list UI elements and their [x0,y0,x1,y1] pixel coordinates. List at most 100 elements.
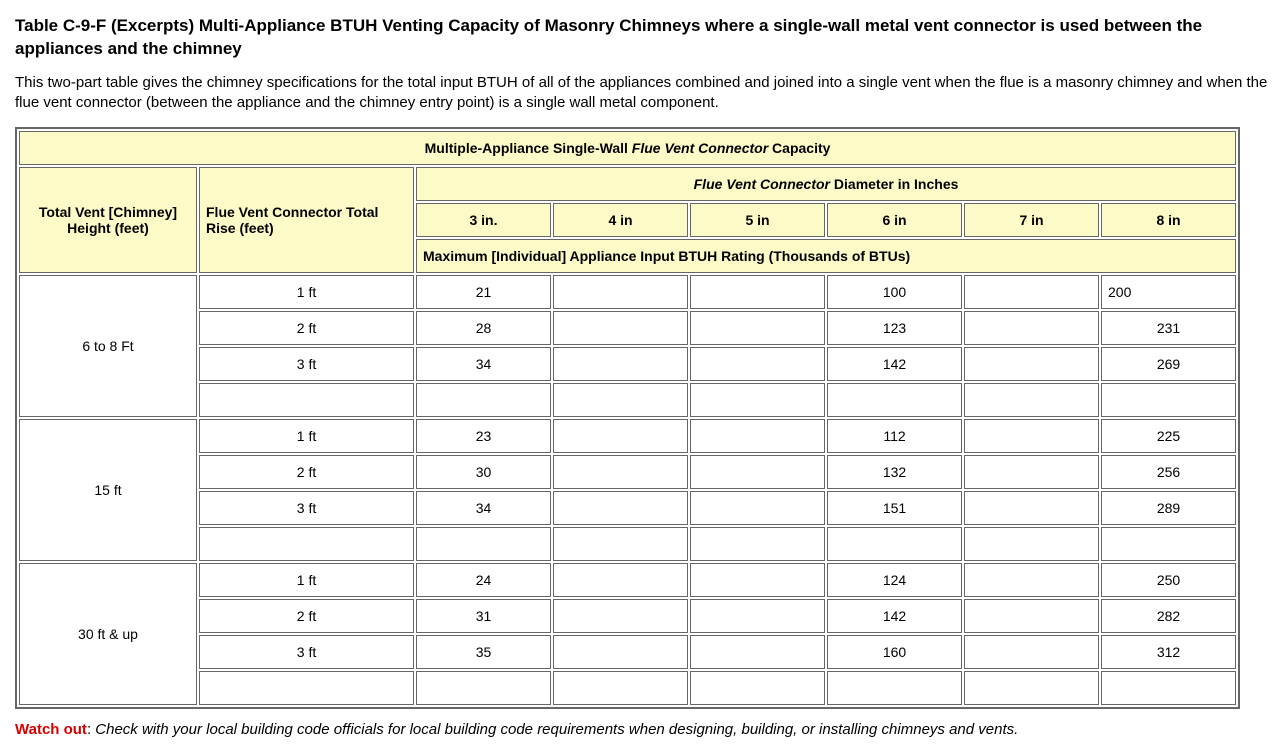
cell-value [1101,383,1236,417]
table-row: 2 ft30 132 256 [19,455,1236,489]
cell-value [553,491,688,525]
cell-value [964,455,1099,489]
cell-value [690,635,825,669]
cell-rise: 2 ft [199,455,414,489]
cell-rise: 3 ft [199,491,414,525]
cell-rise: 3 ft [199,635,414,669]
col-header-rise: Flue Vent Connector Total Rise (feet) [199,167,414,273]
cell-value: 35 [416,635,551,669]
cell-value: 100 [827,275,962,309]
cell-value: 124 [827,563,962,597]
cell-value: 269 [1101,347,1236,381]
cell-rise [199,671,414,705]
table-body: 6 to 8 Ft1 ft211002002 ft281232313 ft341… [19,275,1236,705]
cell-rise: 1 ft [199,275,414,309]
cell-value: 142 [827,599,962,633]
cell-value [964,383,1099,417]
table-title: Table C-9-F (Excerpts) Multi-Appliance B… [15,15,1271,61]
cell-height: 6 to 8 Ft [19,275,197,417]
col-header-4in: 4 in [553,203,688,237]
cell-value: 200 [1101,275,1236,309]
watch-out-note: Watch out: Check with your local buildin… [15,721,1271,738]
cell-value: 256 [1101,455,1236,489]
cell-height: 15 ft [19,419,197,561]
cell-value [416,383,551,417]
cell-value [964,527,1099,561]
cell-value [690,311,825,345]
cell-value [553,671,688,705]
cell-value: 289 [1101,491,1236,525]
cell-value: 132 [827,455,962,489]
cell-value [553,347,688,381]
cell-value [827,383,962,417]
cell-value: 34 [416,347,551,381]
cell-rise: 3 ft [199,347,414,381]
table-row [19,527,1236,561]
table-row [19,671,1236,705]
table-row: 30 ft & up1 ft24124250 [19,563,1236,597]
col-header-3in: 3 in. [416,203,551,237]
table-row: 15 ft1 ft23112225 [19,419,1236,453]
cell-rise [199,527,414,561]
table-caption: Multiple-Appliance Single-Wall Flue Vent… [19,131,1236,165]
cell-value: 28 [416,311,551,345]
watch-out-label: Watch out [15,721,87,738]
cell-value [690,419,825,453]
cell-value [964,563,1099,597]
cell-value [553,635,688,669]
cell-value [553,599,688,633]
cell-rise: 1 ft [199,563,414,597]
cell-value [553,455,688,489]
cell-rise: 1 ft [199,419,414,453]
cell-value: 312 [1101,635,1236,669]
cell-value [553,563,688,597]
table-row: 3 ft35 160 312 [19,635,1236,669]
cell-value [964,491,1099,525]
cell-value: 31 [416,599,551,633]
cell-value [690,491,825,525]
cell-value [553,383,688,417]
table-row: 2 ft31142282 [19,599,1236,633]
cell-value [690,383,825,417]
col-header-7in: 7 in [964,203,1099,237]
cell-value [964,419,1099,453]
cell-value: 250 [1101,563,1236,597]
col-header-5in: 5 in [690,203,825,237]
cell-value: 160 [827,635,962,669]
cell-value [553,311,688,345]
cell-value: 34 [416,491,551,525]
cell-value: 112 [827,419,962,453]
table-row: 3 ft34 142 269 [19,347,1236,381]
cell-value: 21 [416,275,551,309]
table-row: 3 ft34151289 [19,491,1236,525]
table-row: 2 ft28123231 [19,311,1236,345]
cell-value [827,527,962,561]
cell-rise: 2 ft [199,311,414,345]
table-row [19,383,1236,417]
venting-capacity-table: Multiple-Appliance Single-Wall Flue Vent… [15,127,1240,709]
cell-value [690,563,825,597]
cell-value: 231 [1101,311,1236,345]
diam-header-rest: Diameter in Inches [830,176,958,192]
cell-value [690,275,825,309]
cell-value [964,599,1099,633]
cell-value [416,527,551,561]
cell-value [690,671,825,705]
caption-em: Flue Vent Connector [632,140,768,156]
cell-value: 282 [1101,599,1236,633]
cell-value: 142 [827,347,962,381]
cell-value [964,275,1099,309]
caption-suffix: Capacity [768,140,830,156]
col-subheader-max-btuh: Maximum [Individual] Appliance Input BTU… [416,239,1236,273]
cell-value [964,671,1099,705]
table-row: 6 to 8 Ft1 ft21100200 [19,275,1236,309]
cell-value: 225 [1101,419,1236,453]
col-header-6in: 6 in [827,203,962,237]
col-header-diameter-group: Flue Vent Connector Diameter in Inches [416,167,1236,201]
diam-header-em: Flue Vent Connector [694,176,830,192]
cell-value [553,527,688,561]
cell-value: 30 [416,455,551,489]
watch-out-text: Check with your local building code offi… [95,721,1018,738]
cell-rise [199,383,414,417]
cell-value [690,347,825,381]
